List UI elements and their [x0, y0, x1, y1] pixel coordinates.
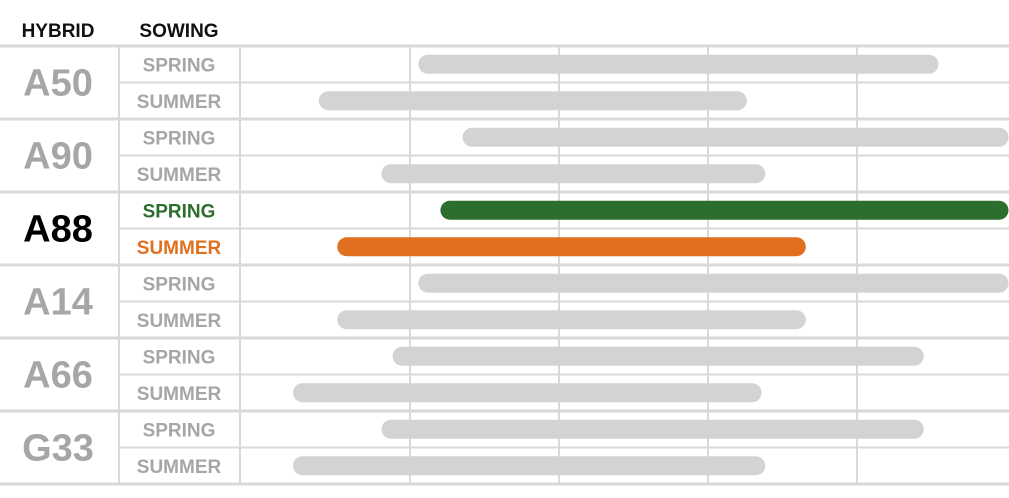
sowing-column-header: SOWING — [139, 21, 218, 42]
sowing-label-a66-spring: SPRING — [143, 347, 216, 368]
sowing-label-a14-spring: SPRING — [143, 274, 216, 295]
hybrid-label-g33: G33 — [22, 428, 94, 470]
row-labels: A50 SPRING SUMMER A90 SPRING SUMMER A88 SPRING S… — [22, 55, 221, 478]
hybrid-label-a88: A88 — [23, 209, 93, 251]
bar-series — [293, 54, 1009, 476]
grid-lines — [0, 44, 1009, 486]
sowing-label-a90-summer: SUMMER — [137, 165, 222, 186]
sowing-label-a50-summer: SUMMER — [137, 92, 222, 113]
hybrid-label-a50: A50 — [23, 63, 93, 105]
sowing-label-a50-spring: SPRING — [143, 55, 216, 76]
hybrid-label-a14: A14 — [23, 282, 93, 324]
sowing-label-a88-summer: SUMMER — [137, 238, 222, 259]
hybrid-column-header: HYBRID — [22, 21, 95, 42]
sowing-label-a14-summer: SUMMER — [137, 311, 222, 332]
hybrid-label-a66: A66 — [23, 355, 93, 397]
sowing-label-g33-summer: SUMMER — [137, 457, 222, 478]
sowing-label-g33-spring: SPRING — [143, 420, 216, 441]
sowing-label-a66-summer: SUMMER — [137, 384, 222, 405]
sowing-label-a88-spring: SPRING — [143, 201, 216, 222]
sowing-label-a90-spring: SPRING — [143, 128, 216, 149]
hybrid-label-a90: A90 — [23, 136, 93, 178]
